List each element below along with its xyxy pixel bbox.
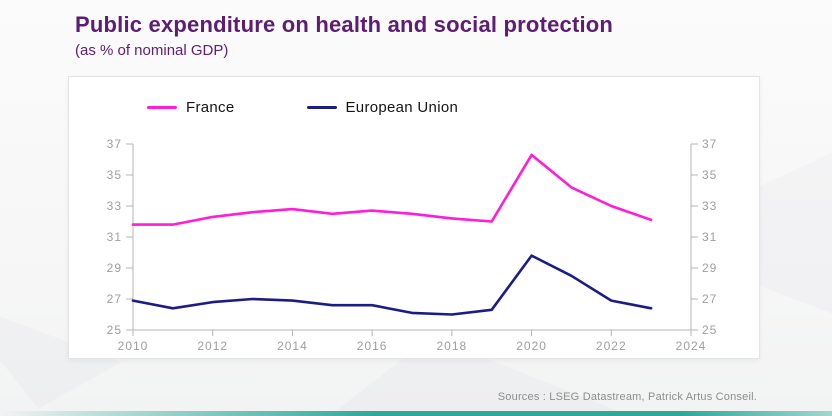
- svg-text:33: 33: [702, 199, 717, 213]
- line-chart: 25 25 27 27 29 29 31 31 33 33 35 35 37 37 2010 2012 2014…: [107, 137, 717, 353]
- france-line-swatch: [147, 106, 177, 109]
- svg-text:29: 29: [702, 261, 717, 275]
- chart-header: Public expenditure on health and social …: [75, 12, 613, 60]
- chart-card: France European Union 25 25 27 27 29 29 31 31 33…: [68, 76, 760, 359]
- legend-label-france: France: [186, 99, 235, 116]
- bottom-accent-bar: [0, 411, 832, 416]
- svg-text:33: 33: [107, 199, 122, 213]
- svg-text:27: 27: [702, 292, 717, 306]
- source-note: Sources : LSEG Datastream, Patrick Artus…: [497, 391, 757, 403]
- eu-line-swatch: [306, 106, 337, 109]
- page-subtitle: (as % of nominal GDP): [75, 42, 229, 59]
- page-title: Public expenditure on health and social …: [75, 12, 614, 37]
- svg-text:35: 35: [107, 168, 122, 182]
- svg-text:2020: 2020: [516, 339, 547, 353]
- svg-text:2012: 2012: [197, 339, 228, 353]
- svg-text:25: 25: [107, 323, 122, 337]
- svg-text:37: 37: [107, 137, 122, 151]
- svg-text:35: 35: [702, 168, 717, 182]
- svg-text:29: 29: [107, 261, 122, 275]
- legend-item-france: France: [147, 99, 235, 116]
- svg-text:2024: 2024: [676, 339, 707, 353]
- legend-item-european-union: European Union: [306, 99, 459, 116]
- svg-text:2022: 2022: [596, 339, 627, 353]
- legend-label-european-union: European Union: [345, 99, 459, 116]
- svg-text:2018: 2018: [437, 339, 468, 353]
- svg-text:25: 25: [702, 323, 717, 337]
- svg-text:31: 31: [702, 230, 717, 244]
- svg-text:2010: 2010: [118, 339, 149, 353]
- svg-text:37: 37: [702, 137, 717, 151]
- chart-legend: France European Union: [147, 99, 458, 116]
- svg-text:31: 31: [107, 230, 122, 244]
- svg-text:27: 27: [107, 292, 122, 306]
- svg-text:2014: 2014: [277, 339, 308, 353]
- svg-text:2016: 2016: [357, 339, 388, 353]
